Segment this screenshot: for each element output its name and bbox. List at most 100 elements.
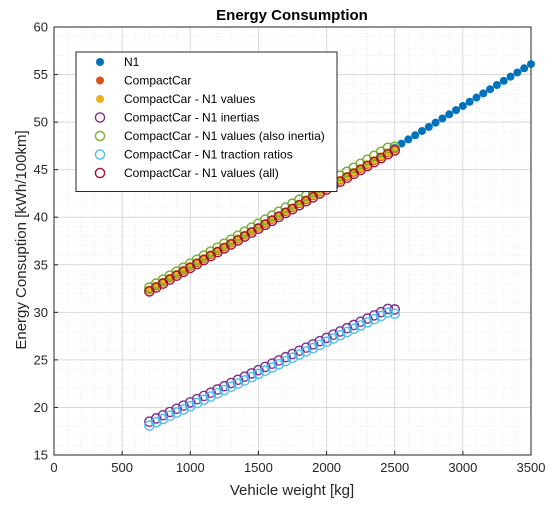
data-point [184, 400, 196, 412]
x-tick-label: 3000 [448, 460, 477, 475]
data-point [212, 384, 223, 395]
data-point [273, 355, 285, 366]
data-point [225, 381, 237, 393]
data-point [253, 368, 264, 380]
legend-marker [96, 95, 104, 103]
x-tick-label: 2000 [312, 460, 341, 475]
plot-area [53, 26, 532, 456]
data-point [389, 141, 401, 153]
data-point [266, 358, 278, 369]
data-point [171, 407, 182, 418]
data-point [273, 358, 285, 370]
data-point [150, 416, 162, 428]
data-point [321, 336, 332, 348]
legend-entry: CompactCar - N1 inertias [124, 111, 259, 125]
data-point [334, 329, 346, 341]
data-point [164, 410, 176, 422]
data-point [198, 390, 210, 402]
data-point [527, 60, 535, 69]
data-point [513, 68, 522, 77]
y-tick-label: 40 [34, 210, 48, 225]
data-point [191, 397, 203, 409]
data-point [219, 380, 230, 392]
data-point [225, 377, 237, 389]
data-point [362, 317, 373, 328]
data-point [184, 397, 196, 408]
data-point [382, 142, 394, 154]
data-point [424, 122, 433, 131]
series-compactcar-n1-traction-ratios [144, 307, 401, 431]
data-point [389, 145, 401, 156]
data-point [157, 409, 169, 421]
x-tick-label: 1000 [176, 460, 205, 475]
y-axis-label: Energy Consuption [kWh/100km] [13, 130, 30, 349]
data-point [307, 339, 319, 350]
data-point [341, 322, 353, 334]
data-point [300, 342, 312, 353]
data-point [334, 326, 346, 337]
data-point [314, 339, 326, 351]
y-axis-ticks: 15 20 25 30 35 40 45 50 55 60 [34, 20, 58, 463]
data-point [232, 378, 244, 389]
data-point [486, 85, 495, 94]
x-tick-label: 0 [50, 460, 57, 475]
legend-marker [94, 130, 106, 142]
data-point [246, 368, 257, 379]
data-point [300, 346, 312, 357]
series-compactcar-n1-values-all- [144, 145, 401, 297]
legend-marker [94, 112, 106, 123]
data-point [219, 384, 230, 396]
x-tick-label: 1500 [244, 460, 273, 475]
data-point [520, 64, 529, 73]
legend-entry: CompactCar - N1 values (all) [124, 166, 279, 180]
data-point [499, 76, 508, 85]
data-point [506, 72, 515, 81]
data-point [382, 303, 394, 315]
data-point [314, 335, 326, 347]
data-point [472, 93, 481, 102]
data-point [368, 310, 380, 321]
legend-marker [94, 167, 106, 179]
data-point [294, 345, 305, 357]
data-point [239, 371, 251, 382]
data-point [144, 416, 155, 428]
legend-entry: CompactCar [124, 74, 191, 88]
legend-marker [96, 58, 104, 66]
data-point [212, 387, 223, 399]
data-point [438, 114, 447, 123]
data-point [375, 306, 387, 318]
legend-entry: CompactCar - N1 traction ratios [124, 148, 293, 162]
y-tick-label: 50 [34, 115, 48, 130]
data-point [205, 391, 217, 402]
series-compactcar-n1-inertias [144, 303, 401, 428]
data-point [411, 131, 420, 140]
data-point [465, 97, 474, 106]
data-point [445, 110, 454, 119]
data-point [178, 400, 189, 411]
y-tick-label: 60 [34, 20, 48, 35]
data-point [171, 403, 182, 415]
data-point [492, 81, 501, 90]
data-point [150, 413, 162, 424]
data-point [287, 352, 298, 364]
data-point [246, 371, 257, 383]
data-point [144, 420, 155, 431]
data-point [259, 365, 271, 377]
legend-box [75, 51, 338, 192]
data-point [479, 89, 488, 98]
data-point [307, 342, 319, 354]
data-point [266, 362, 278, 373]
data-point [280, 351, 291, 363]
data-point [389, 308, 401, 320]
y-tick-label: 20 [34, 400, 48, 415]
data-point [355, 320, 366, 331]
data-point [328, 333, 339, 344]
y-tick-label: 25 [34, 352, 48, 367]
x-tick-label: 3500 [517, 460, 546, 475]
y-tick-label: 35 [34, 257, 48, 272]
data-point [368, 313, 380, 325]
data-point [389, 304, 401, 315]
data-point [328, 329, 339, 340]
y-tick-label: 55 [34, 67, 48, 82]
